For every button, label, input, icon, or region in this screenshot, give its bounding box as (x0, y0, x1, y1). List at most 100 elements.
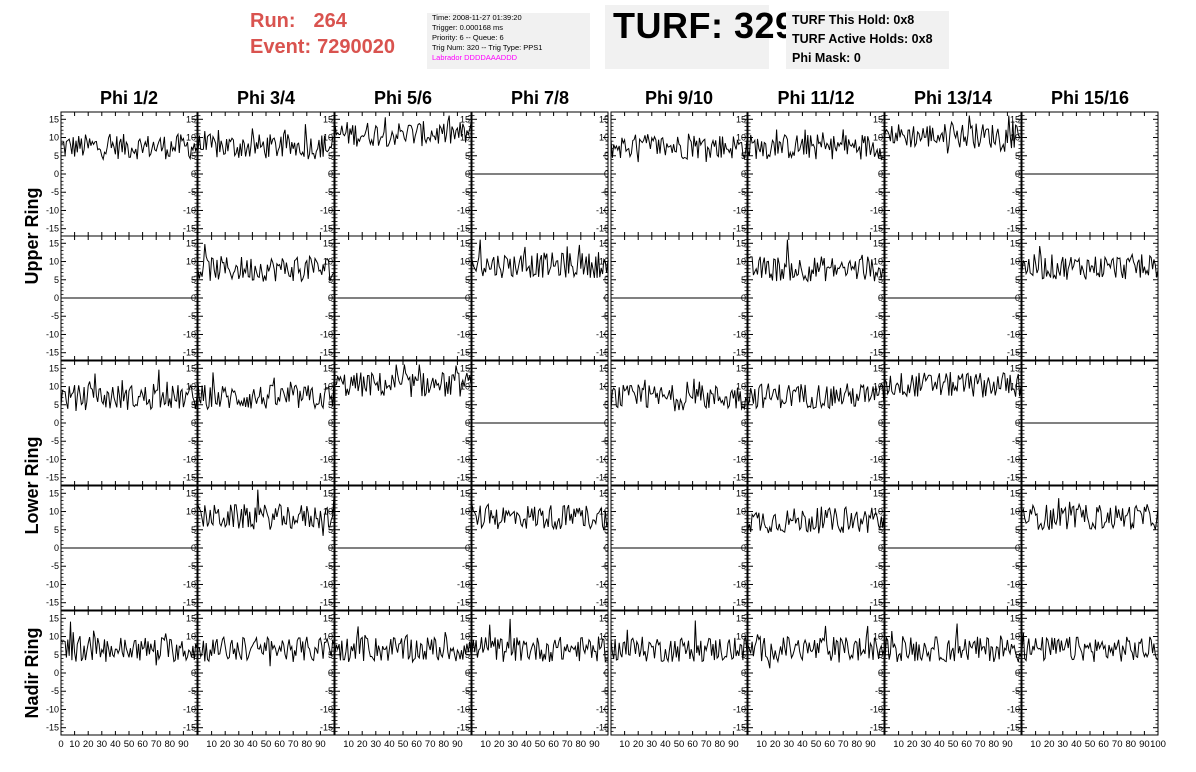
y-tick-label: 10 (460, 257, 470, 267)
y-tick-label: 10 (323, 382, 333, 392)
row-group-label-2: Lower Ring (22, 437, 42, 535)
y-tick-label: 5 (191, 525, 196, 535)
y-tick-label: 0 (1015, 543, 1020, 553)
panel-r2-c5: 15 10 5 0 -5 -10 -15 (596, 235, 748, 361)
y-tick-label: -5 (1012, 311, 1020, 321)
panel-r5-c8: 15 10 5 0 -5 -10 -15 (1007, 610, 1159, 736)
panel-r3-c1: 15 10 5 0 -5 -10 -15 (46, 360, 198, 486)
x-tick-label: 10 (893, 739, 904, 750)
event-line: Event: 7290020 (250, 34, 415, 60)
y-tick-label: -15 (320, 224, 333, 234)
y-tick-label: 10 (186, 382, 196, 392)
panel-frame (334, 610, 472, 736)
y-tick-label: 10 (323, 257, 333, 267)
waveform-trace (610, 378, 748, 412)
y-tick-label: 10 (186, 257, 196, 267)
panel-frame (197, 610, 335, 736)
y-tick-label: -10 (46, 579, 59, 589)
y-tick-label: 0 (191, 169, 196, 179)
y-tick-label: -10 (320, 704, 333, 714)
y-tick-label: 10 (599, 507, 609, 517)
y-tick-label: 10 (1010, 382, 1020, 392)
y-tick-label: 15 (1010, 238, 1020, 248)
y-tick-label: -10 (733, 579, 746, 589)
panel-frame (747, 235, 885, 361)
y-tick-label: -15 (870, 723, 883, 733)
waveform-trace (60, 132, 198, 162)
y-tick-label: -15 (457, 723, 470, 733)
x-tick-label: 40 (110, 739, 121, 750)
y-tick-label: 0 (1015, 668, 1020, 678)
y-tick-label: -15 (870, 224, 883, 234)
panel-r5-c7: 15 10 5 0 -5 -10 -15 (870, 610, 1022, 736)
y-tick-label: 0 (465, 169, 470, 179)
x-tick-label: 10 (1030, 739, 1041, 750)
y-tick-label: -15 (870, 348, 883, 358)
y-tick-label: -15 (46, 224, 59, 234)
x-tick-label: 80 (1126, 739, 1137, 750)
y-tick-label: 15 (599, 114, 609, 124)
y-tick-label: 5 (465, 400, 470, 410)
y-tick-label: 0 (604, 418, 609, 428)
turf-label: TURF: 329 (613, 5, 796, 46)
y-tick-label: 15 (736, 114, 746, 124)
y-tick-label: -5 (875, 561, 883, 571)
y-tick-label: -10 (870, 329, 883, 339)
panel-frame (884, 610, 1022, 736)
waveform-trace (197, 124, 335, 160)
y-tick-label: 15 (186, 363, 196, 373)
y-tick-label: 0 (465, 668, 470, 678)
y-tick-label: 10 (873, 382, 883, 392)
x-tick-label: 80 (715, 739, 726, 750)
x-tick-label: 100 (1150, 739, 1166, 750)
x-tick-label: 70 (1112, 739, 1123, 750)
waveform-trace (471, 502, 609, 531)
y-tick-label: 15 (736, 238, 746, 248)
y-tick-label: 10 (323, 133, 333, 143)
panel-frame (334, 360, 472, 486)
panel-frame (747, 360, 885, 486)
y-tick-label: 0 (878, 169, 883, 179)
x-tick-label: 30 (371, 739, 382, 750)
panel-frame (610, 610, 748, 736)
panel-r5-c1: 15 10 5 0 -5 -10 -15 (46, 610, 198, 736)
y-tick-label: 0 (741, 169, 746, 179)
y-tick-label: 10 (460, 507, 470, 517)
x-tick-label: 90 (865, 739, 876, 750)
x-tick-label: 60 (274, 739, 285, 750)
y-tick-label: -10 (596, 205, 609, 215)
y-tick-label: 5 (328, 151, 333, 161)
waveform-trace (884, 623, 1022, 663)
event-value: 7290020 (317, 36, 395, 58)
y-tick-label: 0 (1015, 293, 1020, 303)
y-tick-label: 0 (604, 293, 609, 303)
panel-frame (471, 235, 609, 361)
y-tick-label: 0 (604, 668, 609, 678)
y-tick-label: 0 (1015, 418, 1020, 428)
y-tick-label: -15 (870, 473, 883, 483)
y-tick-label: 10 (323, 507, 333, 517)
y-tick-label: -15 (596, 598, 609, 608)
x-tick-label: 50 (398, 739, 409, 750)
y-tick-label: -10 (1007, 704, 1020, 714)
run-label: Run: (250, 10, 296, 32)
y-tick-label: -10 (733, 454, 746, 464)
waveform-trace (1021, 245, 1159, 280)
panel-r1-c6: 15 10 5 0 -5 -10 -15 (733, 111, 885, 237)
x-tick-label: 80 (576, 739, 587, 750)
x-tick-label: 40 (660, 739, 671, 750)
x-tick-label: 90 (315, 739, 326, 750)
column-title-5: Phi 9/10 (645, 88, 713, 108)
y-tick-label: -5 (601, 436, 609, 446)
y-tick-label: 15 (599, 488, 609, 498)
y-tick-label: -5 (462, 187, 470, 197)
y-tick-label: 10 (1010, 133, 1020, 143)
y-tick-label: 10 (1010, 632, 1020, 642)
waveform-trace (197, 635, 335, 667)
panel-frame (1021, 485, 1159, 611)
waveform-trace (747, 383, 885, 410)
y-tick-label: -15 (320, 598, 333, 608)
x-tick-label: 90 (1002, 739, 1013, 750)
y-tick-label: 5 (604, 650, 609, 660)
